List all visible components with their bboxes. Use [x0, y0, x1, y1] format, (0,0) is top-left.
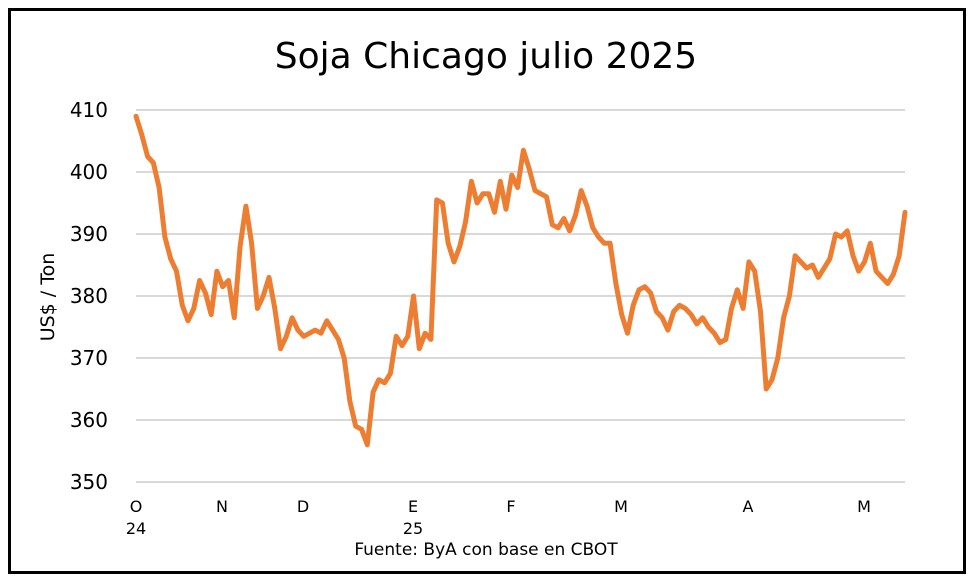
y-tick-label: 390: [70, 222, 108, 246]
y-tick-label: 400: [70, 160, 108, 184]
y-tick-label: 410: [70, 98, 108, 122]
x-tick-label: O: [130, 497, 143, 516]
chart-frame: [8, 8, 966, 574]
x-tick-label: M: [614, 497, 628, 516]
series-line: [133, 113, 908, 448]
y-tick-label: 370: [70, 346, 108, 370]
x-tick-label: F: [506, 497, 515, 516]
y-tick-label: 380: [70, 284, 108, 308]
y-axis-label: US$ / Ton: [37, 253, 59, 342]
x-tick-label: E: [408, 497, 418, 516]
x-tick-label: D: [297, 497, 309, 516]
y-tick-label: 360: [70, 408, 108, 432]
chart-title: Soja Chicago julio 2025: [274, 36, 698, 77]
x-tick-label: N: [216, 497, 228, 516]
y-tick-label: 350: [70, 470, 108, 494]
x-tick-label: A: [743, 497, 754, 516]
source-note: Fuente: ByA con base en CBOT: [354, 540, 618, 560]
x-tick-sublabel: 25: [403, 519, 423, 538]
x-axis-ticks: O 24 N D E 25 F M A M: [126, 497, 871, 538]
x-tick-sublabel: 24: [126, 519, 146, 538]
x-tick-label: M: [857, 497, 871, 516]
y-axis-ticks: 350 360 370 380 390 400 410: [70, 98, 108, 494]
